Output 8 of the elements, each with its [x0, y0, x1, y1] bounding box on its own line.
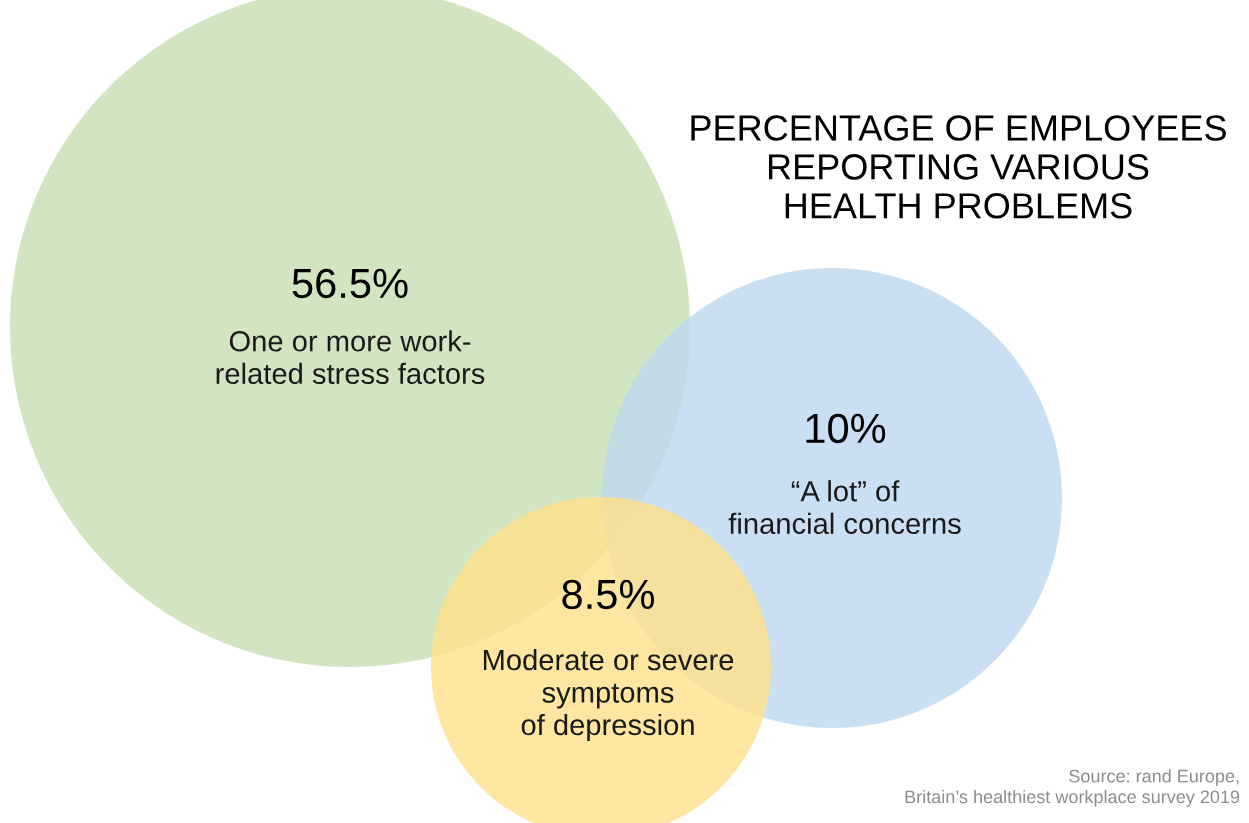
- source-note: Source: rand Europe, Britain’s healthiest workplace survey 2019: [905, 769, 1240, 807]
- category-label: “A lot” of financial concerns: [728, 480, 961, 535]
- data-label: 10%: [806, 413, 886, 444]
- category-label: Moderate or severe symptoms of depression: [483, 648, 734, 742]
- data-label: 56.5%: [292, 268, 408, 299]
- data-label: 8.5%: [562, 579, 655, 610]
- text: PERCENTAGE OF EMPLOYEES REPORTING VARIOUS HEALTH PROBLEMS: [691, 115, 1226, 219]
- category-label: One or more work- related stress factors: [216, 330, 485, 385]
